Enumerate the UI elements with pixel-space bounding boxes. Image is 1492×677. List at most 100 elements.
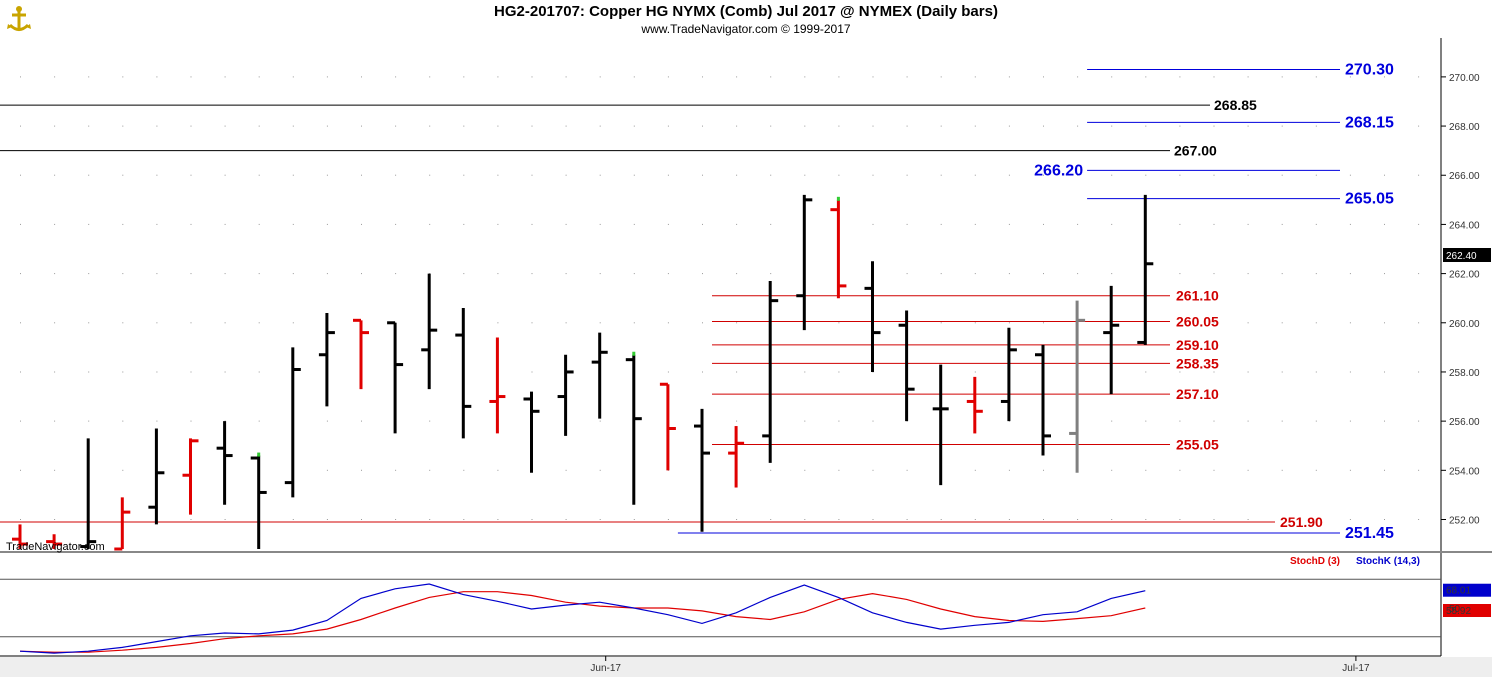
grid-dot <box>633 174 635 176</box>
grid-dot <box>463 273 465 275</box>
grid-dot <box>1384 519 1385 520</box>
grid-dot <box>736 174 738 176</box>
grid-dot <box>770 76 772 78</box>
grid-dot <box>974 125 976 127</box>
grid-dot <box>667 125 669 127</box>
grid-dot <box>497 223 499 225</box>
grid-dot <box>122 371 124 373</box>
grid-dot <box>565 273 567 275</box>
level-label-270.30: 270.30 <box>1345 62 1394 79</box>
grid-dot <box>395 174 397 176</box>
grid-dot <box>292 223 294 225</box>
grid-dot <box>1349 469 1351 471</box>
grid-dot <box>1315 519 1317 520</box>
grid-dot <box>20 371 21 373</box>
grid-dot <box>1213 174 1215 176</box>
grid-dot <box>1043 322 1044 324</box>
grid-dot <box>156 371 158 373</box>
grid-dot <box>872 125 874 127</box>
grid-dots <box>20 76 1420 520</box>
grid-dot <box>1145 519 1147 520</box>
grid-dot <box>1008 223 1010 225</box>
grid-dot <box>770 273 772 275</box>
grid-dot <box>1179 519 1181 520</box>
grid-dot <box>326 223 328 225</box>
grid-dot <box>565 76 567 78</box>
grid-dot <box>54 273 56 275</box>
time-axis-ticks: Jun-17 Jul-17 <box>590 656 1370 674</box>
grid-dot <box>872 371 874 373</box>
grid-dot <box>736 371 738 373</box>
ohlc-bar <box>557 354 574 436</box>
level-label-260.05: 260.05 <box>1176 314 1219 330</box>
grid-dot <box>1008 469 1010 471</box>
grid-dot <box>974 519 976 520</box>
grid-dot <box>1349 76 1351 78</box>
ohlc-bar <box>455 308 472 439</box>
grid-dot <box>224 273 226 275</box>
grid-dot <box>1111 519 1113 520</box>
grid-dot <box>190 519 192 520</box>
ohlc-bar <box>591 332 608 419</box>
grid-dot <box>906 125 908 127</box>
grid-dot <box>1213 469 1215 471</box>
grid-dot <box>1384 223 1385 225</box>
grid-dot <box>565 125 567 127</box>
grid-dot <box>770 125 772 127</box>
grid-dot <box>1349 174 1351 176</box>
grid-dot <box>224 519 226 520</box>
grid-dot <box>1111 469 1113 471</box>
main-plot-area <box>0 38 1441 552</box>
grid-dot <box>361 469 362 471</box>
grid-dot <box>361 223 362 225</box>
grid-dot <box>804 469 806 471</box>
grid-dot <box>1213 76 1215 78</box>
ohlc-bar <box>898 310 915 422</box>
grid-dot <box>122 76 124 78</box>
grid-dot <box>531 174 533 176</box>
grid-dot <box>429 174 431 176</box>
grid-dot <box>974 76 976 78</box>
last-price-box <box>1443 248 1491 262</box>
grid-dot <box>1349 519 1351 520</box>
grid-dot <box>20 322 21 324</box>
grid-dot <box>292 125 294 127</box>
grid-dot <box>292 519 294 520</box>
grid-dot <box>1008 125 1010 127</box>
ohlc-bar <box>932 364 949 486</box>
price-levels: 270.30 268.85 268.15 267.00 266.20 265.05 261.… <box>0 62 1394 542</box>
chart-subtitle: www.TradeNavigator.com © 1999-2017 <box>641 22 851 36</box>
grid-dot <box>190 322 192 324</box>
grid-dot <box>1145 76 1147 78</box>
grid-dot <box>599 469 601 471</box>
grid-dot <box>497 125 499 127</box>
grid-dot <box>906 273 908 275</box>
time-tick-label: Jun-17 <box>590 663 621 674</box>
grid-dot <box>599 125 601 127</box>
ohlc-bar <box>284 347 301 498</box>
grid-dot <box>1384 322 1385 324</box>
ohlc-bars <box>12 194 1154 551</box>
grid-dot <box>1281 125 1283 127</box>
grid-dot <box>633 223 635 225</box>
level-label-266.20: 266.20 <box>1034 162 1083 179</box>
ohlc-bar <box>796 194 813 331</box>
price-tick-label: 252.00 <box>1449 515 1480 526</box>
grid-dot <box>872 76 874 78</box>
grid-dot <box>770 174 772 176</box>
grid-dot <box>1315 273 1317 275</box>
grid-dot <box>770 519 772 520</box>
grid-dot <box>1349 322 1351 324</box>
grid-dot <box>395 469 397 471</box>
grid-dot <box>1043 469 1044 471</box>
new-high-marker <box>836 196 840 201</box>
grid-dot <box>395 223 397 225</box>
grid-dot <box>326 174 328 176</box>
grid-dot <box>667 322 669 324</box>
price-tick-label: 256.00 <box>1449 417 1480 428</box>
grid-dot <box>1349 125 1351 127</box>
grid-dot <box>497 273 499 275</box>
grid-dot <box>940 76 942 78</box>
price-tick-label: 270.00 <box>1449 73 1480 84</box>
